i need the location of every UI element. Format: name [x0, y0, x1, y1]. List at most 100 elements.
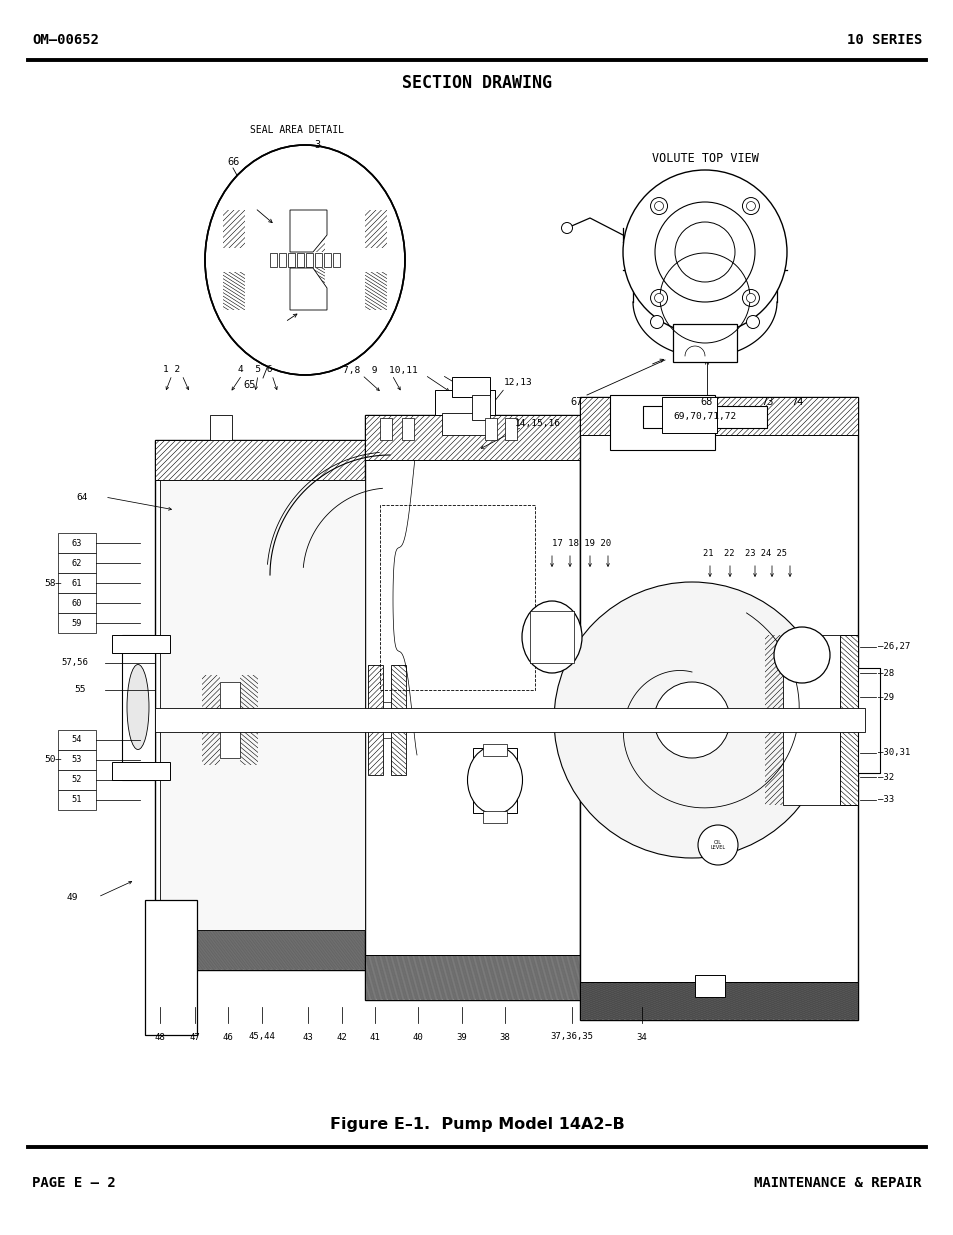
- Circle shape: [675, 222, 734, 282]
- Polygon shape: [290, 210, 327, 252]
- Text: 57,56: 57,56: [62, 658, 89, 667]
- Text: 47: 47: [190, 1032, 200, 1041]
- Bar: [365, 415, 579, 459]
- Bar: [482, 811, 506, 823]
- Text: 54: 54: [71, 736, 82, 745]
- Text: PAGE E – 2: PAGE E – 2: [32, 1176, 115, 1191]
- Text: 34: 34: [636, 1032, 647, 1041]
- Text: —32: —32: [877, 773, 893, 782]
- Text: 50—: 50—: [45, 756, 62, 764]
- Bar: [145, 900, 196, 1035]
- Text: 61: 61: [71, 578, 82, 588]
- Bar: [365, 272, 387, 310]
- Bar: [482, 743, 506, 756]
- Ellipse shape: [467, 746, 522, 814]
- Bar: [122, 635, 154, 781]
- Bar: [245, 210, 365, 252]
- Text: 55: 55: [74, 685, 86, 694]
- Bar: [504, 417, 517, 440]
- Text: 45,44: 45,44: [249, 1032, 275, 1041]
- Bar: [154, 440, 365, 480]
- Text: 53: 53: [71, 756, 82, 764]
- Bar: [58, 553, 96, 573]
- Bar: [294, 268, 325, 310]
- Text: —30,31: —30,31: [877, 748, 909, 757]
- Text: —29: —29: [877, 693, 893, 701]
- Text: 58—: 58—: [45, 578, 62, 588]
- Bar: [579, 396, 857, 1020]
- Bar: [210, 415, 232, 440]
- Text: 1 2: 1 2: [163, 366, 180, 374]
- Bar: [472, 395, 490, 420]
- Bar: [672, 324, 737, 362]
- Circle shape: [654, 294, 663, 303]
- Bar: [154, 440, 365, 969]
- Bar: [202, 676, 220, 764]
- Bar: [642, 406, 766, 429]
- Text: 51: 51: [71, 795, 82, 804]
- Text: Figure E–1.  Pump Model 14A2–B: Figure E–1. Pump Model 14A2–B: [330, 1118, 623, 1132]
- Text: 64: 64: [76, 493, 88, 501]
- Text: —28: —28: [877, 668, 893, 678]
- Text: SEAL AREA DETAIL: SEAL AREA DETAIL: [250, 125, 344, 135]
- Bar: [857, 755, 879, 773]
- Circle shape: [773, 627, 829, 683]
- Text: 66: 66: [227, 157, 239, 167]
- Text: 7,8  9  10,11: 7,8 9 10,11: [342, 366, 417, 374]
- Circle shape: [650, 198, 667, 215]
- Text: 12,13: 12,13: [503, 378, 532, 388]
- Text: OM—00652: OM—00652: [32, 33, 99, 47]
- Bar: [609, 395, 714, 450]
- Bar: [401, 417, 414, 440]
- Text: 38: 38: [499, 1032, 510, 1041]
- Bar: [294, 210, 325, 252]
- Bar: [368, 664, 382, 776]
- Text: 14,15,16: 14,15,16: [515, 419, 560, 427]
- Bar: [530, 611, 539, 663]
- Text: 67: 67: [570, 396, 582, 408]
- Text: 17 18 19 20: 17 18 19 20: [552, 538, 611, 547]
- Circle shape: [554, 582, 829, 858]
- Text: 4  5 6: 4 5 6: [237, 366, 272, 374]
- Text: 69,70,71,72: 69,70,71,72: [673, 412, 736, 421]
- Text: 74: 74: [790, 396, 802, 408]
- Bar: [314, 253, 322, 267]
- Circle shape: [745, 201, 755, 210]
- Bar: [365, 241, 387, 267]
- Bar: [324, 253, 331, 267]
- Bar: [441, 412, 488, 435]
- Bar: [240, 676, 257, 764]
- Ellipse shape: [521, 601, 581, 673]
- Bar: [452, 377, 490, 396]
- Bar: [857, 668, 879, 773]
- Bar: [473, 748, 517, 813]
- Text: —26,27: —26,27: [877, 642, 909, 652]
- Bar: [58, 593, 96, 613]
- Bar: [379, 417, 392, 440]
- Text: 73: 73: [760, 396, 772, 408]
- Bar: [579, 396, 857, 435]
- Bar: [288, 253, 294, 267]
- Bar: [247, 228, 363, 268]
- Circle shape: [622, 170, 786, 333]
- Text: 40: 40: [413, 1032, 423, 1041]
- Bar: [220, 682, 240, 758]
- Bar: [154, 708, 864, 732]
- Bar: [306, 253, 313, 267]
- Bar: [857, 668, 879, 685]
- Text: 68: 68: [700, 396, 713, 408]
- Text: VOLUTE TOP VIEW: VOLUTE TOP VIEW: [651, 152, 758, 164]
- Bar: [160, 480, 365, 930]
- Bar: [278, 253, 286, 267]
- Bar: [223, 272, 245, 310]
- Circle shape: [650, 289, 667, 306]
- Text: —33: —33: [877, 795, 893, 804]
- Text: SECTION DRAWING: SECTION DRAWING: [401, 74, 552, 91]
- Bar: [365, 415, 579, 1000]
- Text: 60: 60: [71, 599, 82, 608]
- Bar: [58, 534, 96, 553]
- Circle shape: [654, 201, 663, 210]
- Circle shape: [655, 203, 754, 303]
- Bar: [58, 790, 96, 810]
- Bar: [661, 396, 717, 433]
